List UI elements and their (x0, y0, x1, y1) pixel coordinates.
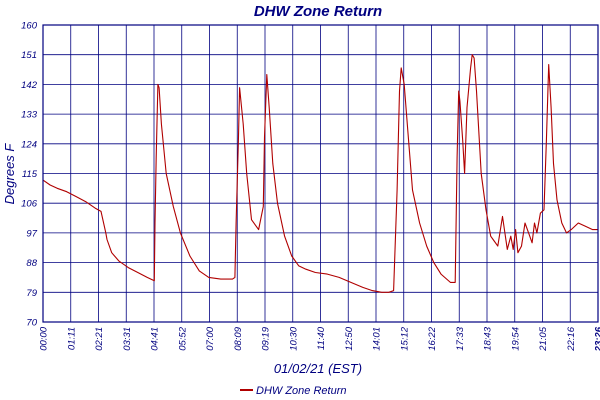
x-tick-label: 17:33 (455, 326, 466, 350)
plot-frame (42, 24, 599, 323)
chart-grid (43, 25, 598, 322)
y-tick-labels: 70 79 88 97 106 115 124 133 142 151 160 (21, 21, 38, 329)
y-tick-label: 124 (21, 139, 37, 150)
x-tick-label: 07:00 (205, 326, 216, 350)
x-tick-label: 14:01 (372, 327, 383, 351)
x-tick-label: 03:31 (122, 327, 133, 351)
y-tick-label: 133 (21, 110, 38, 121)
y-axis-label: Degrees F (2, 143, 17, 205)
x-tick-label: 22:16 (566, 326, 577, 351)
x-tick-label: 16:22 (427, 326, 438, 350)
y-tick-label: 115 (22, 169, 38, 180)
x-tick-label: 01:11 (66, 327, 77, 350)
x-tick-label: 08:09 (233, 326, 244, 350)
x-axis-label: 01/02/21 (EST) (274, 361, 362, 376)
series-line-dhw-zone-return (42, 54, 598, 293)
x-tick-label: 05:52 (177, 326, 188, 350)
y-tick-label: 142 (21, 80, 38, 91)
x-tick-label: 23:26 (594, 326, 600, 352)
x-tick-label: 11:40 (316, 326, 327, 350)
x-tick-label: 00:00 (39, 326, 50, 350)
x-tick-label: 19:54 (510, 327, 521, 351)
x-tick-labels: 00:00 01:11 02:21 03:31 04:41 05:52 07:00 08:09… (39, 326, 600, 352)
legend: DHW Zone Return (240, 385, 346, 397)
chart-title: DHW Zone Return (254, 3, 382, 20)
x-tick-label: 10:30 (288, 326, 299, 350)
x-tick-label: 21:05 (538, 326, 549, 351)
x-tick-label: 12:50 (344, 326, 355, 350)
y-tick-label: 79 (26, 288, 37, 299)
y-tick-label: 97 (26, 228, 37, 239)
y-tick-label: 70 (26, 318, 37, 329)
y-tick-label: 151 (21, 50, 37, 61)
x-tick-label: 15:12 (399, 326, 410, 350)
x-tick-label: 04:41 (150, 327, 161, 351)
y-tick-label: 106 (21, 199, 38, 210)
y-tick-label: 88 (26, 258, 37, 269)
y-tick-label: 160 (21, 21, 38, 32)
legend-label: DHW Zone Return (256, 385, 346, 397)
x-tick-label: 18:43 (483, 326, 494, 350)
x-tick-label: 09:19 (261, 326, 272, 350)
x-tick-label: 02:21 (94, 327, 105, 351)
